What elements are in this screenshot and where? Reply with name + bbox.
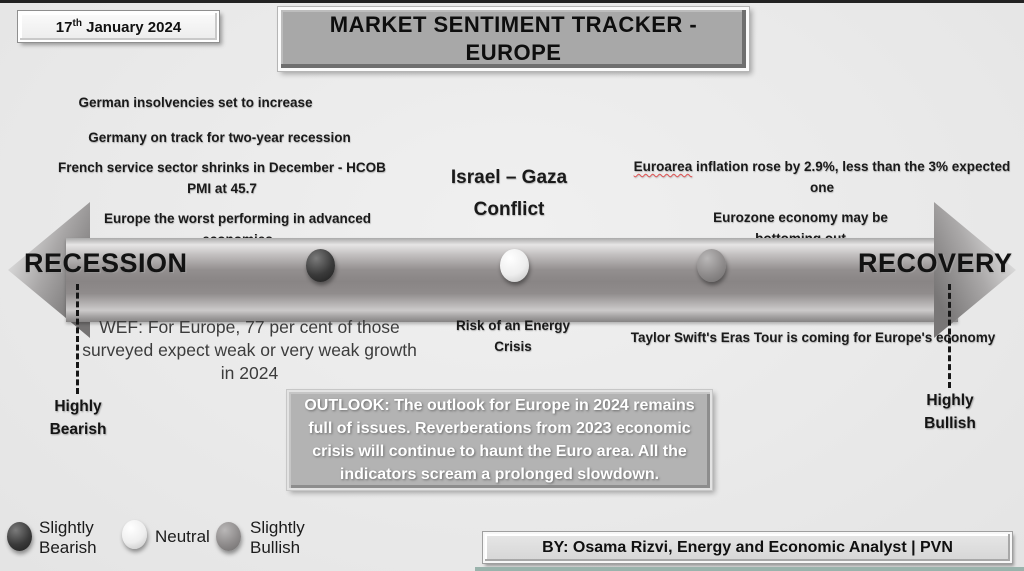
headline-german-insolvencies: German insolvencies set to increase: [78, 95, 313, 110]
title-box: MARKET SENTIMENT TRACKER - EUROPE: [277, 6, 750, 72]
legend-label-slightly-bearish: Slightly Bearish: [39, 518, 97, 557]
endpoint-highly-bullish: Highly Bullish: [924, 392, 976, 432]
spellcheck-underlined-word: Euroarea: [633, 159, 693, 174]
date-label: 17th January 2024: [55, 17, 182, 36]
headline-israel-gaza: Israel – Gaza Conflict: [450, 167, 568, 220]
legend-slightly-bearish-dot-icon: [7, 522, 32, 551]
outlook-text: OUTLOOK: The outlook for Europe in 2024 …: [304, 397, 695, 483]
page-title: MARKET SENTIMENT TRACKER - EUROPE: [329, 12, 698, 65]
axis-label-recovery: RECOVERY: [858, 248, 1013, 278]
axis-label-recession: RECESSION: [24, 248, 188, 278]
date-box: 17th January 2024: [17, 10, 220, 43]
slide-top-border: [0, 0, 1024, 3]
legend-slightly-bullish-dot-icon: [216, 522, 241, 551]
headline-french-pmi: French service sector shrinks in Decembe…: [58, 160, 386, 196]
outlook-box: OUTLOOK: The outlook for Europe in 2024 …: [286, 389, 713, 491]
dropline-highly-bullish: [948, 284, 951, 388]
footer-accent-strip: [475, 567, 1024, 571]
headline-wef-survey: WEF: For Europe, 77 per cent of those su…: [82, 317, 417, 383]
marker-neutral-dot: [500, 249, 529, 282]
dropline-highly-bearish: [76, 284, 79, 394]
marker-slightly-bullish-dot: [697, 249, 726, 282]
marker-slightly-bearish-dot: [306, 249, 335, 282]
legend-neutral-dot-icon: [122, 520, 147, 549]
legend-label-slightly-bullish: Slightly Bullish: [250, 518, 305, 557]
headline-euroarea-inflation: Euroarea inflation rose by 2.9%, less th…: [626, 156, 1018, 198]
headline-euroarea-rest: inflation rose by 2.9%, less than the 3%…: [692, 159, 1011, 195]
sentiment-legend: Slightly Bearish Neutral Slightly Bullis…: [0, 512, 340, 567]
byline-box: BY: Osama Rizvi, Energy and Economic Ana…: [482, 531, 1013, 564]
byline-text: BY: Osama Rizvi, Energy and Economic Ana…: [542, 538, 953, 556]
headline-taylor-swift: Taylor Swift's Eras Tour is coming for E…: [630, 330, 996, 345]
legend-label-neutral: Neutral: [155, 527, 210, 546]
headline-energy-crisis: Risk of an Energy Crisis: [455, 318, 571, 354]
endpoint-highly-bearish: Highly Bearish: [49, 398, 107, 438]
headline-germany-recession: Germany on track for two-year recession: [88, 130, 351, 145]
